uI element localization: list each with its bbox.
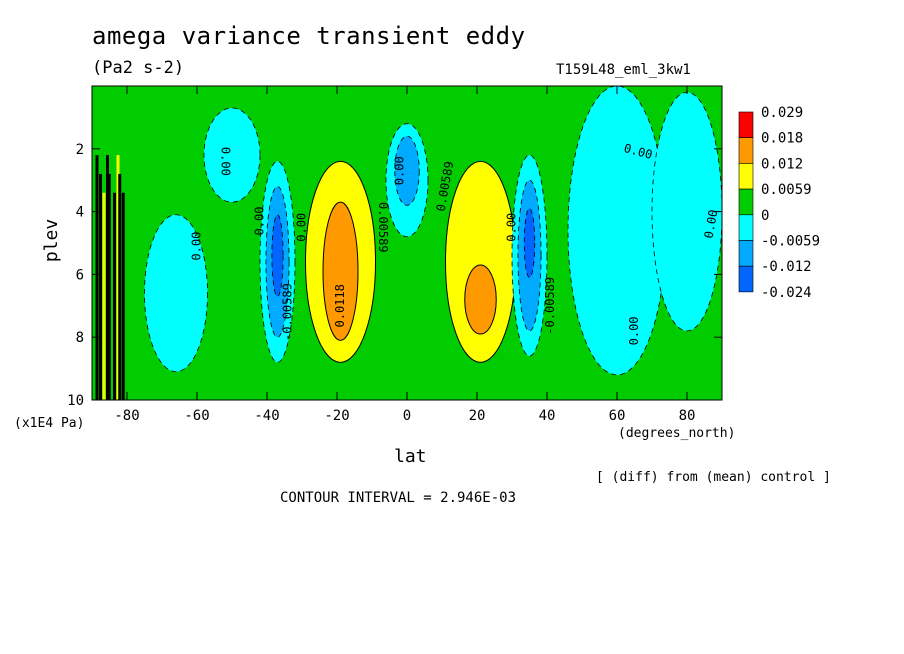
legend-label: -0.0059 <box>761 234 820 250</box>
chart-units: (Pa2 s-2) <box>92 58 185 78</box>
contour-interval: CONTOUR INTERVAL = 2.946E-03 <box>280 490 517 506</box>
x-tick-label: -60 <box>184 408 209 424</box>
legend-label: -0.024 <box>761 285 812 301</box>
legend-label: 0.012 <box>761 156 803 172</box>
legend-swatch <box>738 240 754 267</box>
legend-label: -0.012 <box>761 259 812 275</box>
legend-swatch <box>738 137 754 164</box>
noise-streak <box>99 173 102 400</box>
legend-swatch <box>738 214 754 241</box>
y-tick-label: 4 <box>76 205 84 221</box>
x-tick-label: 80 <box>679 408 696 424</box>
contour-label: 0.00 <box>190 232 204 261</box>
legend-swatch <box>738 265 754 293</box>
contour-label: 0.00589 <box>376 202 390 253</box>
x-tick-label: -40 <box>254 408 279 424</box>
y-tick-label: 10 <box>67 393 84 409</box>
noise-streak <box>102 192 106 400</box>
contour-regions <box>95 86 722 400</box>
run-label: T159L48_eml_3kw1 <box>556 62 691 78</box>
contour-label: 0.0118 <box>333 284 347 327</box>
contour-label: 0.00 <box>393 156 407 185</box>
contour-label: 0.00 <box>219 147 233 176</box>
negative-contour-region <box>144 214 208 373</box>
noise-streak <box>113 192 116 400</box>
negative-contour-region <box>394 135 420 206</box>
legend-label: 0.0059 <box>761 182 812 198</box>
contour-label: 0.00 <box>627 316 641 345</box>
diff-note: [ (diff) from (mean) control ] <box>596 470 831 485</box>
x-tick-label: 60 <box>609 408 626 424</box>
x-tick-label: 20 <box>469 408 486 424</box>
positive-contour-region <box>464 264 497 335</box>
chart-title: amega variance transient eddy <box>92 22 526 50</box>
noise-streak <box>106 155 109 400</box>
x-tick-label: -20 <box>324 408 349 424</box>
x-tick-label: 0 <box>403 408 411 424</box>
noise-streak <box>95 155 99 400</box>
legend-swatch <box>738 111 754 139</box>
contour-label: 0.00 <box>505 213 519 242</box>
legend-swatch <box>738 188 754 216</box>
contour-label: 0.00 <box>253 207 267 236</box>
negative-contour-region <box>523 208 536 278</box>
noise-streak <box>121 192 125 400</box>
negative-contour-region <box>271 214 284 297</box>
legend-label: 0.018 <box>761 131 803 147</box>
x-axis-units: (degrees_north) <box>618 426 736 441</box>
positive-contour-region <box>322 201 359 341</box>
noise-streak <box>118 173 122 400</box>
noise-streak <box>107 173 111 400</box>
x-axis-label: lat <box>394 446 427 467</box>
contour-label: -0.00589 <box>281 283 295 341</box>
contour-label: 0.00 <box>295 213 309 242</box>
legend-label: 0.029 <box>761 105 803 121</box>
y-tick-label: 2 <box>76 142 84 158</box>
y-axis-units: (x1E4 Pa) <box>14 416 85 431</box>
legend-label: 0 <box>761 208 769 224</box>
legend-swatch <box>738 163 754 190</box>
negative-contour-region <box>203 107 261 203</box>
y-tick-label: 6 <box>76 267 84 283</box>
negative-contour-region <box>567 86 667 376</box>
polar-noise-strip <box>95 155 125 400</box>
contour-label: 0.00 <box>702 209 721 240</box>
noise-streak <box>116 155 120 400</box>
x-tick-label: 40 <box>539 408 556 424</box>
x-tick-label: -80 <box>114 408 139 424</box>
contour-label: -0.00589 <box>543 277 557 335</box>
y-tick-label: 8 <box>76 330 84 346</box>
